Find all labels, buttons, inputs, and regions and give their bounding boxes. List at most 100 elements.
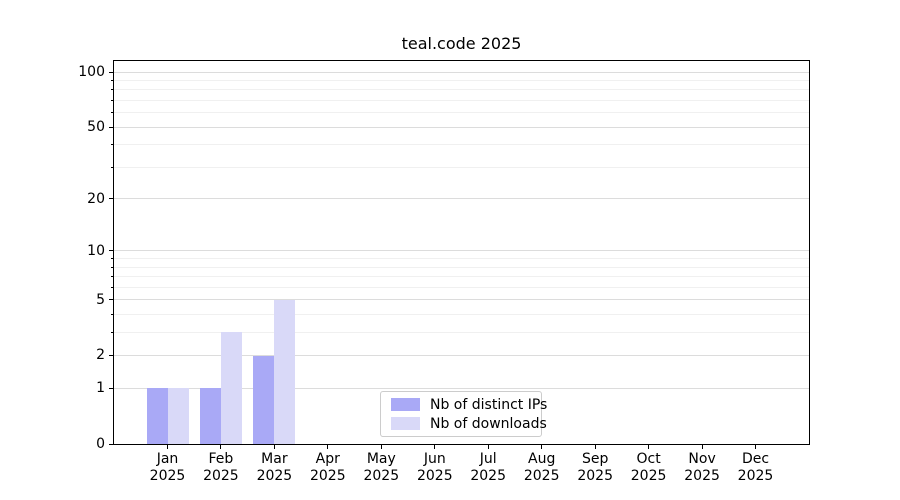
x-tick-mark [487,445,489,449]
x-tick-year: 2025 [737,468,774,484]
y-tick-mark [109,198,113,200]
y-tick-label: 10 [87,242,105,259]
y-tick-mark [109,443,113,445]
minor-gridline [114,100,809,102]
y-tick-mark [109,355,113,356]
x-tick-label: Nov 2025 [662,451,742,485]
x-tick-label: Oct 2025 [609,451,689,485]
minor-gridline [114,166,809,168]
x-tick-label: May 2025 [341,451,421,485]
x-tick-month: May [366,451,396,467]
x-tick-month: Jul [479,451,497,467]
bar-jan-downloads [167,388,189,444]
legend: Nb of distinct IPs Nb of downloads [380,391,547,437]
y-tick-label: 100 [78,64,105,81]
y-tick-label: 1 [96,380,105,397]
minor-gridline [114,276,809,277]
major-gridline [114,387,809,389]
y-minor-tick-mark [111,166,113,168]
legend-swatch-distinct-ips [391,398,420,411]
y-minor-tick-mark [111,112,113,114]
x-tick-year: 2025 [363,468,400,484]
legend-item-distinct-ips: Nb of distinct IPs [391,396,547,413]
x-tick-mark [701,445,703,449]
x-tick-label: Jun 2025 [395,451,475,485]
y-tick-label: 2 [96,347,105,364]
bar-mar-downloads [274,299,296,444]
x-tick-month: Jan [156,451,179,467]
x-tick-label: Dec 2025 [716,451,796,485]
x-tick-year: 2025 [684,468,720,484]
x-tick-mark [220,445,222,449]
major-gridline [114,250,809,252]
y-tick-label: 20 [87,190,105,207]
x-tick-label: Aug 2025 [502,451,582,485]
minor-gridline [114,89,809,91]
x-tick-year: 2025 [577,468,613,484]
x-tick-mark [327,445,329,449]
x-tick-mark [755,445,756,449]
y-tick-mark [109,299,113,301]
x-tick-month: Aug [528,451,556,467]
legend-label-distinct-ips: Nb of distinct IPs [430,396,548,413]
x-tick-month: Mar [261,451,288,467]
x-tick-mark [594,445,596,449]
major-gridline [114,126,809,128]
bar-feb-downloads [220,332,242,444]
y-minor-tick-mark [111,266,113,268]
y-tick-label: 50 [87,119,105,136]
y-tick-mark [109,71,113,73]
x-tick-year: 2025 [630,468,667,484]
x-tick-year: 2025 [309,468,346,484]
y-minor-tick-mark [111,313,113,315]
x-tick-year: 2025 [149,468,186,484]
x-tick-mark [541,445,543,449]
y-minor-tick-mark [111,276,113,277]
y-tick-mark [109,250,113,252]
y-tick-label: 5 [96,291,105,308]
x-tick-label: Mar 2025 [234,451,314,485]
x-tick-mark [380,445,382,449]
x-tick-mark [273,445,275,449]
minor-gridline [114,286,809,288]
y-minor-tick-mark [111,100,113,102]
minor-gridline [114,266,809,268]
legend-swatch-downloads [391,417,420,430]
x-tick-label: Sep 2025 [555,451,635,485]
minor-gridline [114,258,809,259]
x-tick-month: Apr [315,451,340,467]
x-tick-label: Feb 2025 [181,451,261,485]
x-tick-month: Jun [423,451,446,467]
x-tick-label: Apr 2025 [288,451,368,485]
x-tick-month: Sep [581,451,609,467]
legend-label-downloads: Nb of downloads [430,415,547,432]
y-tick-label: 0 [96,436,105,452]
x-tick-year: 2025 [523,468,560,484]
major-gridline [114,71,809,73]
x-tick-year: 2025 [203,468,239,484]
y-tick-mark [109,126,113,128]
x-tick-month: Feb [208,451,234,467]
major-gridline [114,198,809,200]
minor-gridline [114,80,809,82]
y-minor-tick-mark [111,144,113,146]
x-tick-year: 2025 [256,468,293,484]
major-gridline [114,355,809,356]
x-tick-month: Nov [688,451,716,467]
bar-jan-distinct-ips [146,388,168,444]
x-tick-month: Oct [636,451,661,467]
minor-gridline [114,112,809,114]
x-tick-year: 2025 [416,468,453,484]
y-minor-tick-mark [111,331,113,333]
minor-gridline [114,144,809,146]
y-minor-tick-mark [111,89,113,91]
x-tick-mark [434,445,436,449]
major-gridline [114,299,809,301]
y-minor-tick-mark [111,258,113,259]
minor-gridline [114,313,809,315]
plot-area: Nb of distinct IPs Nb of downloads [113,60,810,445]
bar-mar-distinct-ips [253,355,275,444]
x-tick-month: Dec [741,451,770,467]
minor-gridline [114,331,809,333]
